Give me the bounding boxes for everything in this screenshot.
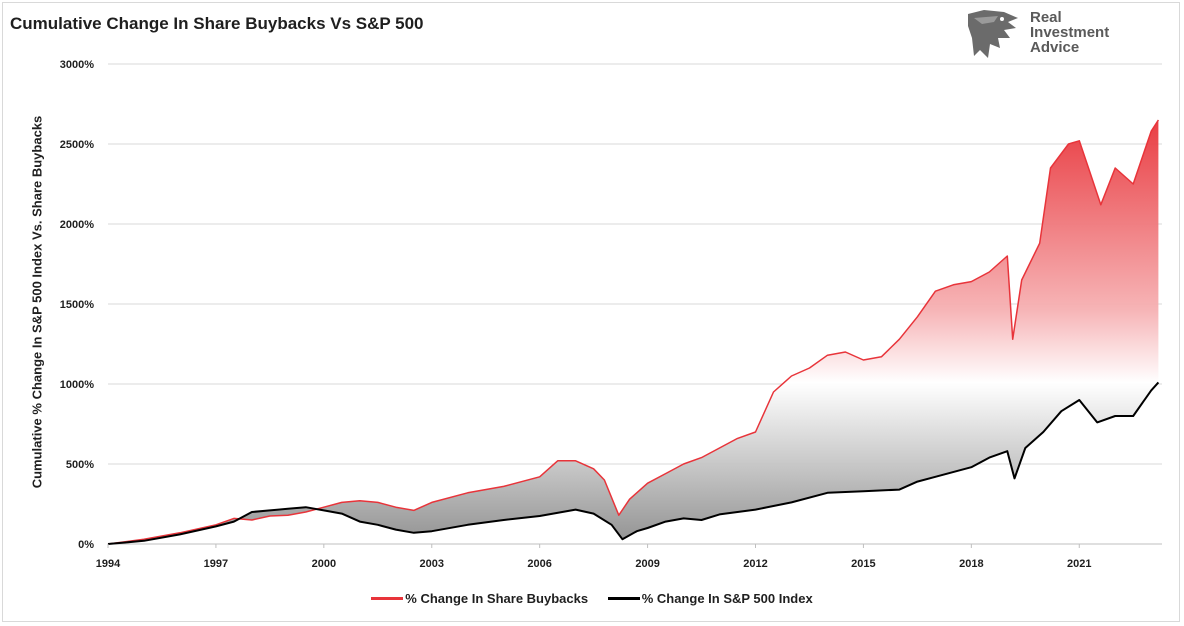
x-tick-label: 2021 bbox=[1067, 558, 1091, 570]
y-tick-label: 2500% bbox=[60, 139, 94, 151]
x-tick-label: 2003 bbox=[420, 558, 444, 570]
legend-swatch-buybacks bbox=[371, 597, 404, 600]
y-tick-label: 1500% bbox=[60, 299, 94, 311]
band-fill-between-series bbox=[108, 120, 1159, 544]
legend-item-sp500: % Change In S&P 500 Index bbox=[607, 591, 813, 606]
brand-name: Real Investment Advice bbox=[1030, 10, 1109, 55]
x-tick-label: 2006 bbox=[527, 558, 551, 570]
x-tick-label: 2012 bbox=[743, 558, 767, 570]
y-tick-label: 500% bbox=[66, 459, 94, 471]
x-tick-label: 2000 bbox=[312, 558, 336, 570]
x-tick-label: 2018 bbox=[959, 558, 983, 570]
legend-item-buybacks: % Change In Share Buybacks bbox=[371, 591, 588, 606]
brand-line-3: Advice bbox=[1030, 39, 1080, 56]
y-tick-label: 1000% bbox=[60, 379, 94, 391]
legend-label-sp500: % Change In S&P 500 Index bbox=[641, 591, 813, 606]
legend-swatch-sp500 bbox=[607, 597, 640, 600]
brand-line-1: Real bbox=[1030, 9, 1062, 26]
x-tick-label: 2009 bbox=[635, 558, 659, 570]
x-tick-label: 2015 bbox=[851, 558, 875, 570]
series-line-0 bbox=[107, 119, 1160, 545]
x-tick-label: 1997 bbox=[204, 558, 228, 570]
y-tick-label: 0% bbox=[78, 539, 94, 551]
brand-logo: Real Investment Advice bbox=[964, 8, 1164, 60]
chart-title: Cumulative Change In Share Buybacks Vs S… bbox=[10, 14, 424, 33]
eagle-head-icon bbox=[968, 10, 1018, 58]
brand-line-2: Investment bbox=[1030, 24, 1110, 41]
legend-label-buybacks: % Change In Share Buybacks bbox=[405, 591, 589, 606]
y-tick-label: 3000% bbox=[60, 59, 94, 71]
x-tick-label: 1994 bbox=[96, 558, 121, 570]
series-line-1 bbox=[107, 381, 1160, 545]
legend: % Change In Share Buybacks % Change In S… bbox=[0, 588, 1184, 606]
y-tick-label: 2000% bbox=[60, 219, 94, 231]
